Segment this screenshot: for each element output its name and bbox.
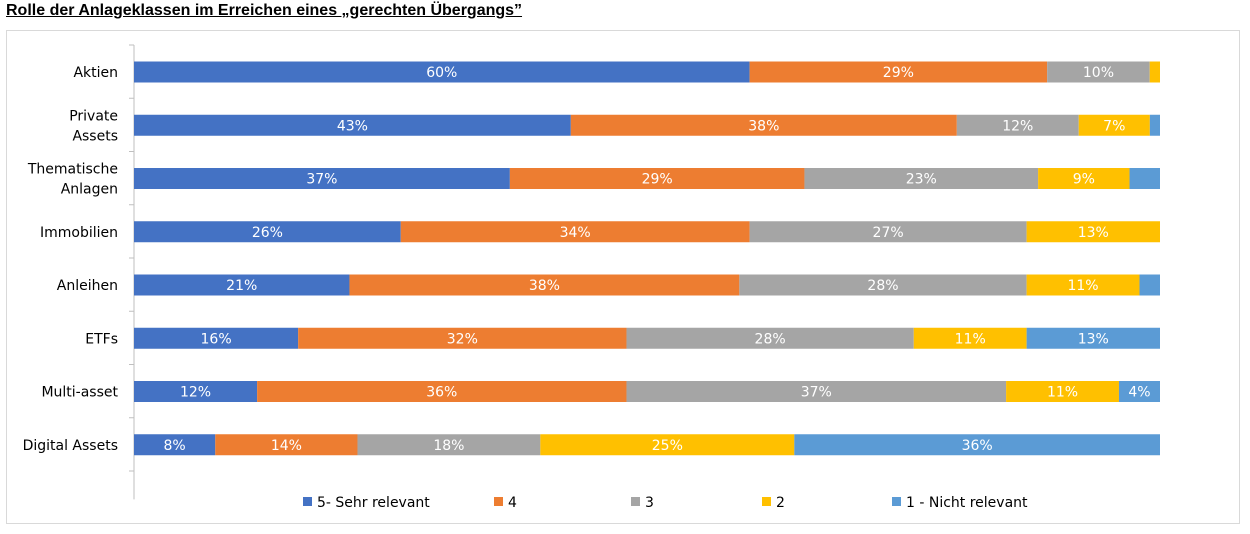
bar-segment	[1149, 114, 1160, 136]
data-label: 13%	[1078, 225, 1109, 241]
bar-segment	[794, 434, 1160, 456]
legend-label: 4	[508, 495, 517, 511]
data-label: 23%	[906, 172, 937, 188]
bar-segment	[626, 327, 914, 349]
bar-segment	[134, 274, 350, 296]
data-label: 11%	[1047, 385, 1078, 401]
bar-segment	[1118, 381, 1160, 402]
category-label-line: Assets	[72, 128, 118, 144]
bar-segment	[298, 327, 627, 349]
data-label: 10%	[1083, 65, 1114, 81]
bar-segment	[400, 221, 750, 243]
data-label: 26%	[252, 225, 283, 241]
data-label: 11%	[1067, 278, 1098, 294]
category-label: Multi-asset	[41, 385, 118, 401]
data-label: 12%	[180, 385, 211, 401]
bar-segment	[134, 327, 299, 349]
bar-segment	[1038, 168, 1130, 189]
bar-segment	[804, 168, 1039, 189]
data-label: 4%	[1128, 385, 1150, 401]
data-label: 28%	[755, 331, 786, 347]
legend-swatch	[303, 497, 312, 506]
bar-segment	[1129, 168, 1160, 189]
data-label: 38%	[529, 278, 560, 294]
data-label: 34%	[560, 225, 591, 241]
data-label: 11%	[955, 331, 986, 347]
bar-segment	[257, 381, 627, 402]
legend-swatch	[892, 497, 901, 506]
legend-swatch	[762, 497, 771, 506]
bar-segment	[134, 61, 750, 83]
data-label: 37%	[306, 172, 337, 188]
bar-segment	[1026, 327, 1160, 349]
bar-segment	[134, 381, 258, 402]
data-label: 36%	[426, 385, 457, 401]
bar-segment	[1047, 61, 1150, 83]
data-label: 29%	[883, 65, 914, 81]
data-label: 28%	[867, 278, 898, 294]
bar-segment	[1026, 274, 1140, 296]
data-label: 18%	[433, 438, 464, 454]
legend-label: 3	[645, 495, 654, 511]
data-label: 21%	[226, 278, 257, 294]
bar-segment	[626, 381, 1007, 402]
category-label: Thematische Anlagen	[27, 162, 118, 198]
bar-segment	[349, 274, 740, 296]
data-label: 14%	[271, 438, 302, 454]
bar-segment	[739, 274, 1027, 296]
bar-segment	[570, 114, 957, 136]
bar-segment	[134, 114, 571, 136]
category-label-line: Thematische	[27, 162, 118, 178]
legend-label: 5- Sehr relevant	[317, 495, 430, 511]
bar-segment	[509, 168, 805, 189]
bar-segment	[357, 434, 541, 456]
bar-segment	[134, 221, 401, 243]
legend-label: 1 - Nicht relevant	[906, 495, 1028, 511]
data-label: 60%	[426, 65, 457, 81]
category-label-line: Private	[69, 108, 118, 124]
bar-segment	[134, 434, 216, 456]
legend-swatch	[631, 497, 640, 506]
bar-segment	[1149, 61, 1160, 83]
bar-segment	[913, 327, 1027, 349]
bar-segment	[956, 114, 1079, 136]
bar-segment	[1078, 114, 1150, 136]
data-label: 29%	[642, 172, 673, 188]
category-label: Anleihen	[57, 278, 118, 294]
data-label: 36%	[962, 438, 993, 454]
bar-segment	[749, 221, 1027, 243]
category-label: Private Assets	[69, 108, 118, 144]
bar-segment	[134, 168, 510, 189]
data-label: 13%	[1078, 331, 1109, 347]
bar-segment	[1006, 381, 1119, 402]
data-label: 8%	[164, 438, 186, 454]
category-label: Immobilien	[40, 225, 118, 241]
category-label-line: Anlagen	[61, 182, 118, 198]
data-label: 12%	[1002, 118, 1033, 134]
bar-segment	[1139, 274, 1160, 296]
chart-frame: 60% 29% 10% Aktien 43% 38% 12% 7% Private Assets 3…	[6, 30, 1240, 524]
data-label: 38%	[748, 118, 779, 134]
bar-segment	[540, 434, 795, 456]
data-label: 25%	[652, 438, 683, 454]
data-label: 16%	[201, 331, 232, 347]
data-label: 7%	[1103, 118, 1125, 134]
category-label: ETFs	[85, 331, 118, 347]
data-label: 9%	[1073, 172, 1095, 188]
legend-swatch	[494, 497, 503, 506]
legend-label: 2	[776, 495, 785, 511]
category-label: Digital Assets	[23, 438, 118, 454]
data-label: 43%	[337, 118, 368, 134]
bar-segment	[215, 434, 358, 456]
bar-segment	[1026, 221, 1160, 243]
bar-segment	[749, 61, 1048, 83]
chart-title: Rolle der Anlageklassen im Erreichen ein…	[6, 2, 523, 19]
data-label: 32%	[447, 331, 478, 347]
category-label: Aktien	[73, 65, 118, 81]
data-label: 37%	[801, 385, 832, 401]
data-label: 27%	[873, 225, 904, 241]
